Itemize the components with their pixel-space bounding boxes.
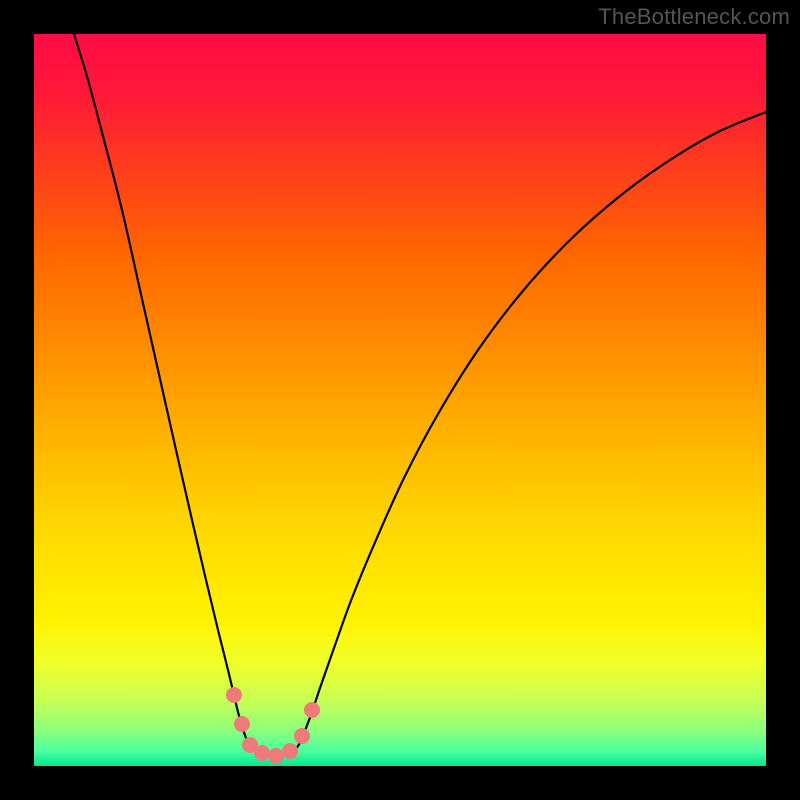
- curve-marker: [269, 749, 284, 764]
- curve-marker: [283, 744, 298, 759]
- curve-marker: [235, 717, 250, 732]
- curve-marker: [295, 729, 310, 744]
- chart-stage: TheBottleneck.com: [0, 0, 800, 800]
- watermark-text: TheBottleneck.com: [598, 4, 790, 30]
- bottleneck-chart: [0, 0, 800, 800]
- curve-marker: [255, 746, 270, 761]
- curve-marker: [305, 703, 320, 718]
- gradient-background: [34, 34, 766, 766]
- curve-marker: [227, 688, 242, 703]
